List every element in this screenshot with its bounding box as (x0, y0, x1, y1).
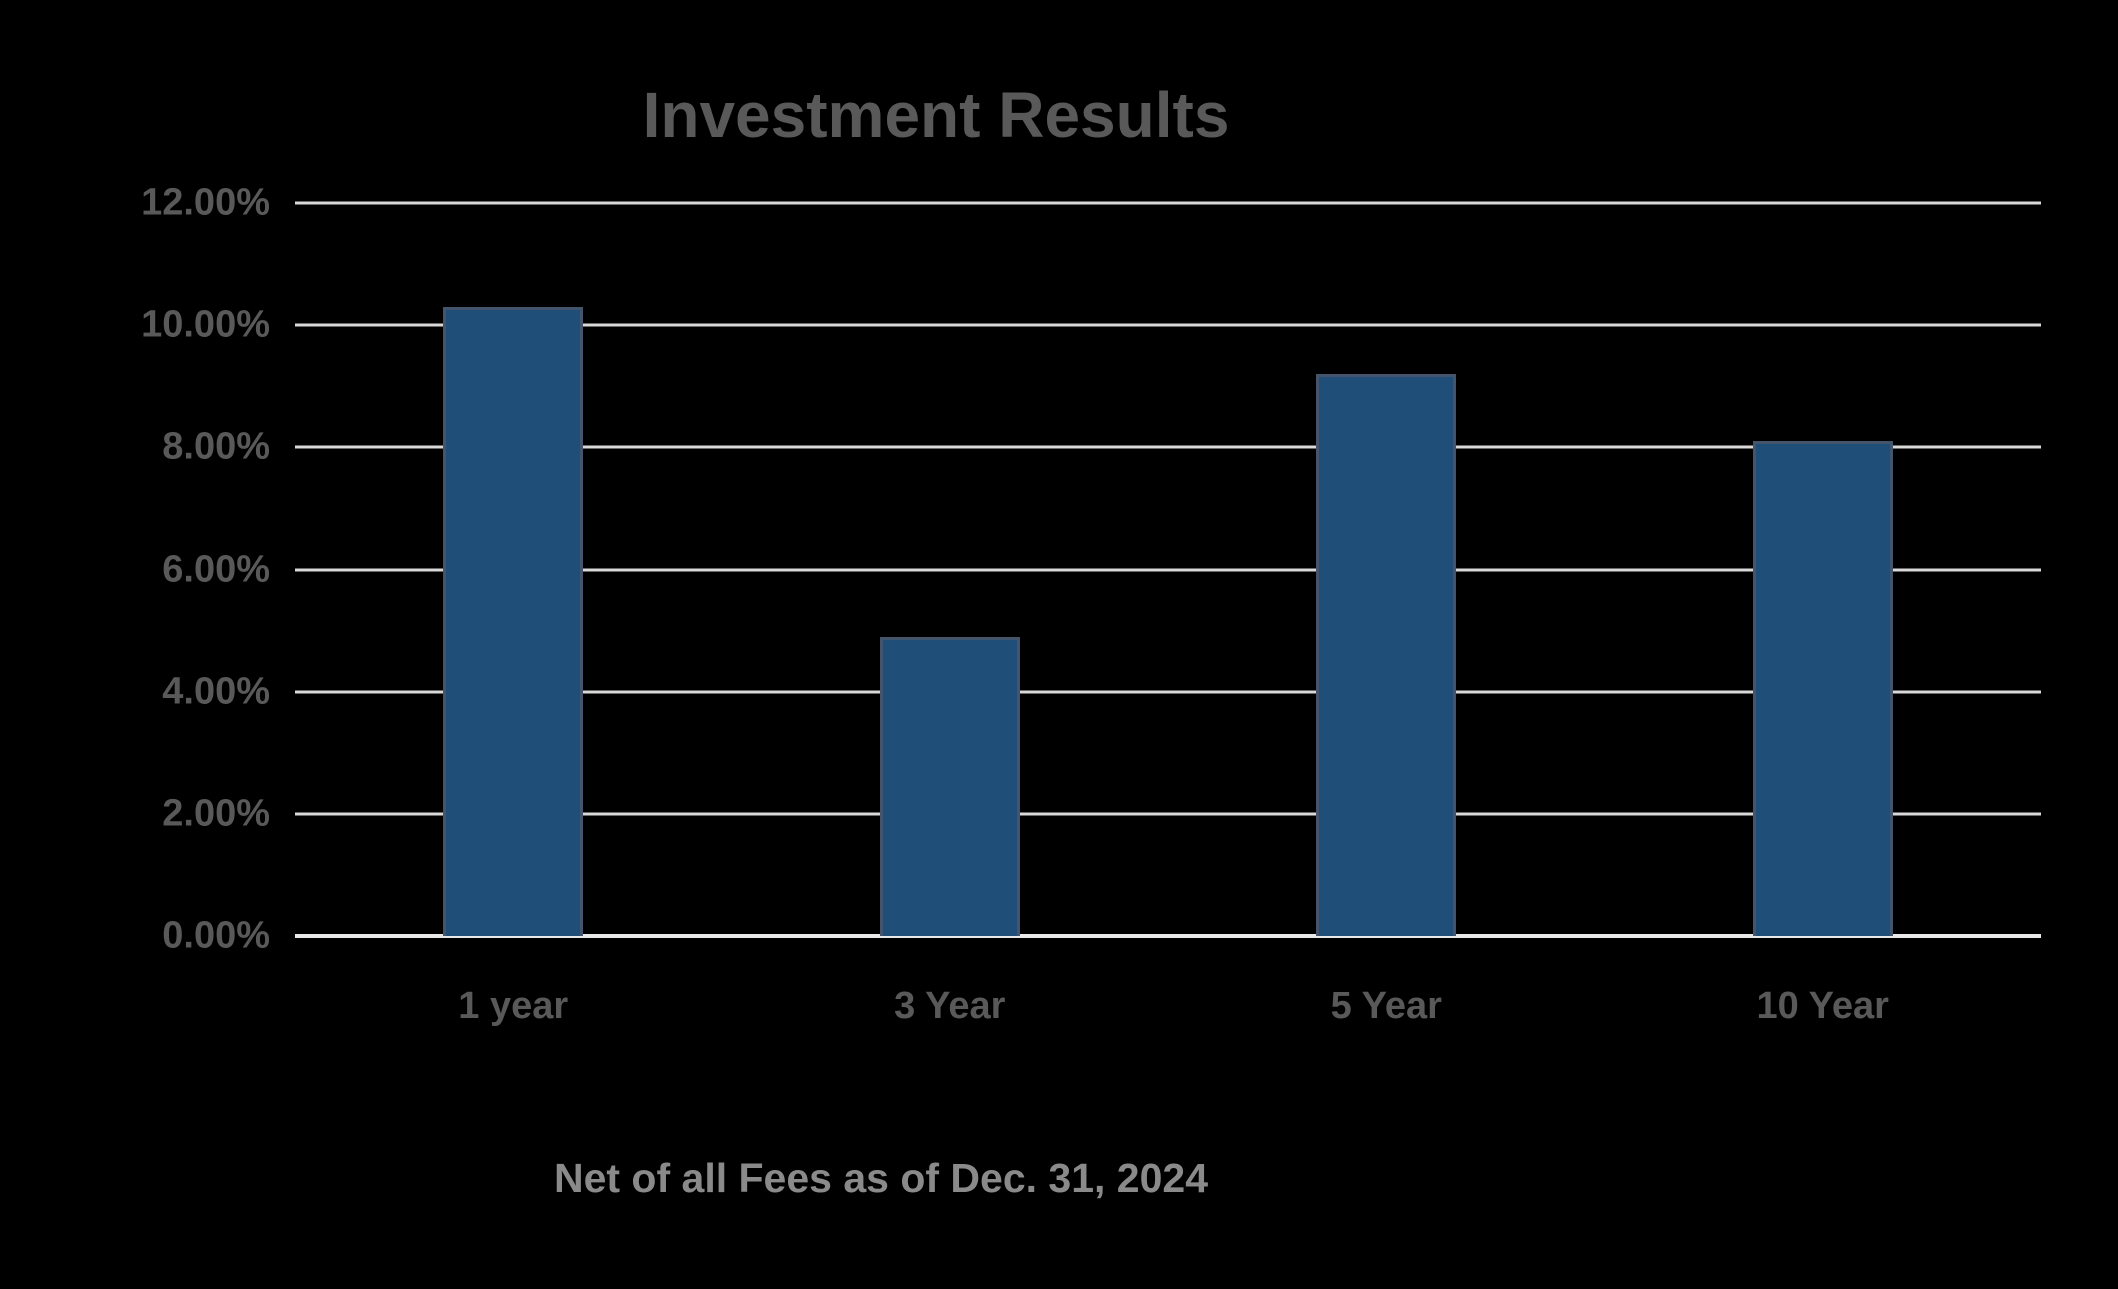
bar-3-year (879, 636, 1020, 936)
x-tick-label: 10 Year (1756, 985, 1889, 1027)
bar-1-year (443, 306, 584, 936)
gridline (295, 568, 2041, 571)
plot-area (295, 201, 2041, 938)
chart-title: Investment Results (642, 79, 1230, 151)
x-axis-line (295, 934, 2041, 938)
y-tick-label: 4.00% (162, 670, 270, 713)
chart-caption: Net of all Fees as of Dec. 31, 2024 (553, 1155, 1209, 1201)
y-tick-label: 6.00% (162, 548, 270, 590)
bar-5-year (1316, 374, 1457, 936)
y-tick-label: 2.00% (162, 792, 270, 835)
gridline (295, 690, 2041, 694)
gridline (295, 445, 2041, 449)
x-tick-label: 5 Year (1330, 985, 1442, 1027)
x-tick-label: 1 year (458, 985, 569, 1027)
y-tick-label: 8.00% (162, 425, 270, 468)
bar-10-year (1752, 441, 1893, 936)
gridline (295, 201, 2041, 205)
y-tick-label: 12.00% (141, 181, 270, 224)
gridline (295, 323, 2041, 327)
x-tick-label: 3 Year (894, 985, 1006, 1027)
y-tick-label: 0.00% (162, 914, 270, 957)
gridline (295, 812, 2041, 816)
y-tick-label: 10.00% (141, 303, 270, 346)
